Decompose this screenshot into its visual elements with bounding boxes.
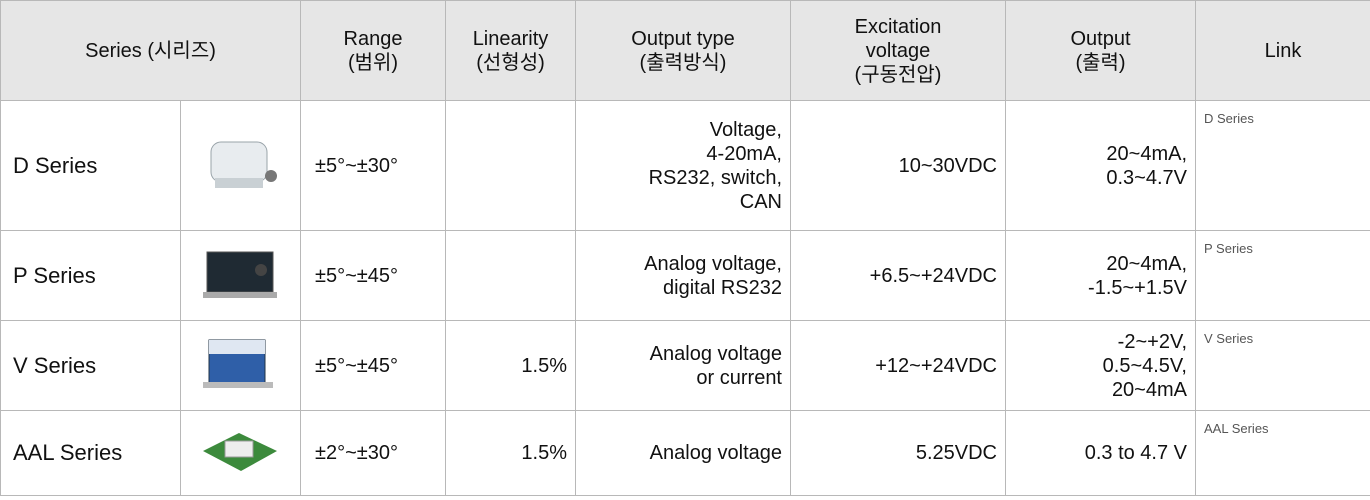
output: 0.3 to 4.7 V [1006,411,1196,496]
product-image [181,101,301,231]
linearity: 1.5% [446,411,576,496]
output: -2~+2V, 0.5~4.5V, 20~4mA [1006,321,1196,411]
table-row: V Series ±5°~±45°1.5%Analog voltage or cu… [1,321,1370,411]
series-name: V Series [1,321,181,411]
header-cell: Range (범위) [301,1,446,101]
page: {"table": { "header": ["Series (시리즈)", "… [0,0,1370,500]
spec-table: Series (시리즈)Range (범위)Linearity (선형성)Out… [0,0,1370,496]
header-cell: Linearity (선형성) [446,1,576,101]
output-type: Analog voltage, digital RS232 [576,231,791,321]
excitation-voltage: +6.5~+24VDC [791,231,1006,321]
range: ±5°~±45° [301,321,446,411]
product-image [181,321,301,411]
output-type: Analog voltage or current [576,321,791,411]
output-type: Voltage, 4-20mA, RS232, switch, CAN [576,101,791,231]
link[interactable]: V Series [1196,321,1370,411]
range: ±5°~±45° [301,231,446,321]
link[interactable]: D Series [1196,101,1370,231]
header-cell: Series (시리즈) [1,1,301,101]
product-icon [193,415,289,485]
header-cell: Excitation voltage (구동전압) [791,1,1006,101]
table-row: D Series ±5°~±30° Voltage, 4-20mA, RS232, … [1,101,1370,231]
linearity [446,231,576,321]
range: ±2°~±30° [301,411,446,496]
header-cell: Output (출력) [1006,1,1196,101]
series-name: AAL Series [1,411,181,496]
link[interactable]: P Series [1196,231,1370,321]
header-cell: Output type (출력방식) [576,1,791,101]
series-name: D Series [1,101,181,231]
series-name: P Series [1,231,181,321]
header-row: Series (시리즈)Range (범위)Linearity (선형성)Out… [1,1,1370,101]
product-icon [193,328,289,398]
table-row: P Series ±5°~±45° Analog voltage, digital … [1,231,1370,321]
header-cell: Link [1196,1,1370,101]
product-image [181,231,301,321]
excitation-voltage: 5.25VDC [791,411,1006,496]
linearity [446,101,576,231]
product-image [181,411,301,496]
link[interactable]: AAL Series [1196,411,1370,496]
excitation-voltage: 10~30VDC [791,101,1006,231]
product-icon [193,128,289,198]
range: ±5°~±30° [301,101,446,231]
linearity: 1.5% [446,321,576,411]
product-icon [193,238,289,308]
output-type: Analog voltage [576,411,791,496]
excitation-voltage: +12~+24VDC [791,321,1006,411]
output: 20~4mA, -1.5~+1.5V [1006,231,1196,321]
output: 20~4mA, 0.3~4.7V [1006,101,1196,231]
